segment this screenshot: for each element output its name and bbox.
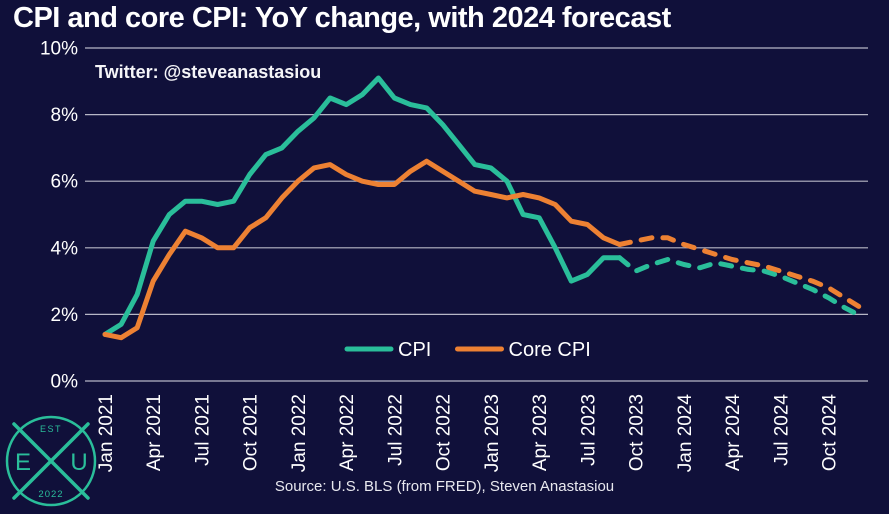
x-tick-label: Oct 2023 <box>627 394 648 471</box>
x-tick-label: Oct 2022 <box>434 394 455 471</box>
source-caption: Source: U.S. BLS (from FRED), Steven Ana… <box>274 478 615 495</box>
logo-year-text: 2022 <box>38 489 63 500</box>
x-tick-label: Apr 2021 <box>144 394 165 471</box>
y-tick-label: 8% <box>51 105 79 126</box>
cpi-line-history <box>102 75 623 337</box>
x-tick-label: Jan 2021 <box>96 394 117 472</box>
x-tick-label: Jul 2024 <box>771 394 792 466</box>
y-tick-label: 6% <box>51 172 79 193</box>
exu-logo: E U EST 2022 <box>5 415 97 507</box>
cpi-line-forecast <box>617 255 864 319</box>
x-tick-label: Jul 2023 <box>578 394 599 466</box>
x-tick-label: Jul 2021 <box>192 394 213 466</box>
core-cpi-line-forecast <box>617 235 864 311</box>
x-tick-label: Oct 2024 <box>820 394 841 472</box>
legend-cpi-label: CPI <box>398 339 431 361</box>
y-tick-label: 2% <box>51 305 79 326</box>
x-tick-label: Apr 2023 <box>530 394 551 471</box>
x-tick-label: Apr 2024 <box>723 394 744 472</box>
twitter-handle-annotation: Twitter: @steveanastasiou <box>95 62 322 82</box>
x-tick-label: Jan 2023 <box>482 394 503 472</box>
logo-letter-e: E <box>15 449 31 476</box>
chart-title: CPI and core CPI: YoY change, with 2024 … <box>13 2 671 34</box>
x-tick-label: Jan 2022 <box>289 394 310 472</box>
y-tick-label: 4% <box>51 238 79 259</box>
logo-circle <box>5 415 97 507</box>
x-tick-label: Jul 2022 <box>385 394 406 466</box>
logo-est-text: EST <box>40 424 62 434</box>
x-tick-label: Jan 2024 <box>675 394 696 473</box>
core-cpi-line-history <box>102 158 623 341</box>
y-tick-label: 0% <box>51 372 79 393</box>
logo-x-stroke-2 <box>12 422 90 500</box>
logo-letter-u: U <box>70 449 87 476</box>
x-tick-label: Apr 2022 <box>337 394 358 471</box>
x-tick-label: Oct 2021 <box>241 394 262 471</box>
legend-core-cpi-label: Core CPI <box>509 339 591 361</box>
y-tick-label: 10% <box>40 39 78 60</box>
